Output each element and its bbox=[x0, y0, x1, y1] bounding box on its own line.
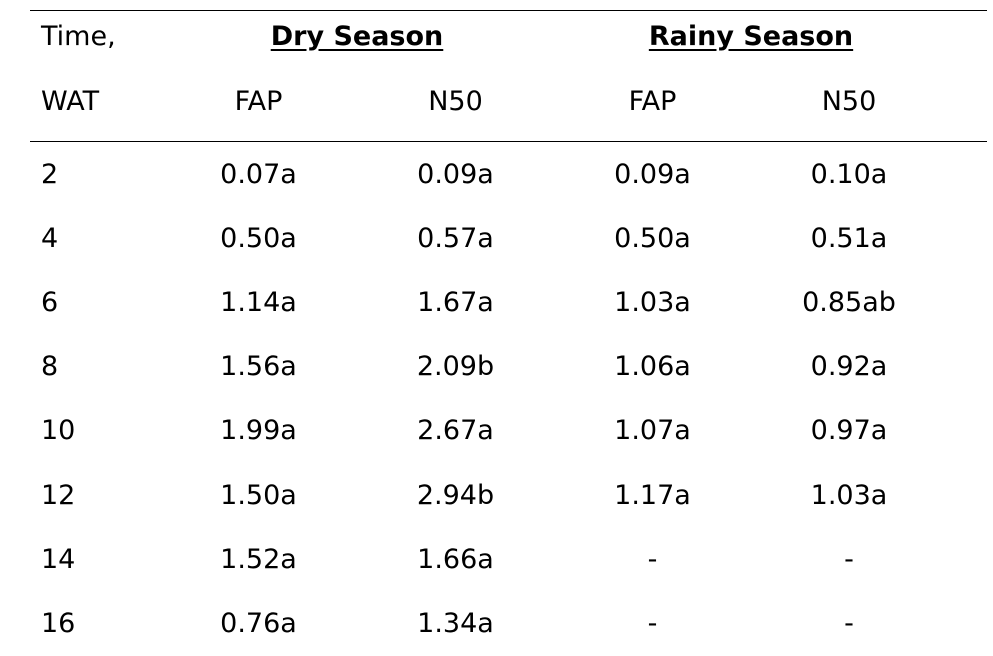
data-table: Time, Dry Season Rainy Season WAT FAP N5… bbox=[30, 10, 987, 656]
value-cell: 1.52a bbox=[220, 543, 297, 575]
value-cell: 1.03a bbox=[810, 479, 888, 511]
header-row-seasons: Time, Dry Season Rainy Season bbox=[30, 11, 987, 61]
value-cell: 2.67a bbox=[417, 415, 494, 447]
value-cell: 1.50a bbox=[220, 479, 297, 511]
top-rule bbox=[30, 10, 987, 11]
table-row: 6 1.14a 1.67a 1.03a 0.85ab bbox=[30, 270, 987, 334]
column-header-dry-n50: N50 bbox=[428, 85, 483, 117]
column-header-dry-fap: FAP bbox=[234, 85, 283, 117]
value-cell: - bbox=[844, 607, 854, 639]
time-cell: 14 bbox=[41, 543, 76, 575]
value-cell: 0.07a bbox=[220, 158, 297, 190]
table-body: 2 0.07a 0.09a 0.09a 0.10a 4 0.50a 0.57a 0.50a 0.5… bbox=[30, 142, 987, 656]
value-cell: - bbox=[844, 543, 854, 575]
value-cell: 0.09a bbox=[417, 158, 494, 190]
time-cell: 10 bbox=[41, 415, 76, 447]
time-header-line2: WAT bbox=[41, 85, 100, 117]
value-cell: 1.07a bbox=[614, 415, 691, 447]
value-cell: 0.09a bbox=[614, 158, 691, 190]
value-cell: 1.03a bbox=[614, 286, 691, 318]
table-row: 10 1.99a 2.67a 1.07a 0.97a bbox=[30, 399, 987, 463]
time-cell: 2 bbox=[41, 158, 59, 190]
value-cell: 1.34a bbox=[417, 607, 494, 639]
column-header-rainy-fap: FAP bbox=[628, 85, 677, 117]
value-cell: 0.51a bbox=[810, 222, 888, 254]
time-cell: 6 bbox=[41, 286, 59, 318]
value-cell: 0.57a bbox=[417, 222, 494, 254]
value-cell: 1.06a bbox=[614, 351, 691, 383]
value-cell: 0.97a bbox=[810, 415, 888, 447]
value-cell: 1.67a bbox=[417, 286, 494, 318]
value-cell: 2.09b bbox=[416, 351, 495, 383]
column-header-rainy-n50: N50 bbox=[821, 85, 877, 117]
table-row: 14 1.52a 1.66a - - bbox=[30, 527, 987, 591]
time-cell: 16 bbox=[41, 607, 76, 639]
header-row-columns: WAT FAP N50 FAP N50 bbox=[30, 61, 987, 141]
value-cell: - bbox=[647, 543, 658, 575]
table-row: 16 0.76a 1.34a - - bbox=[30, 591, 987, 655]
value-cell: 0.76a bbox=[220, 607, 297, 639]
value-cell: 0.50a bbox=[220, 222, 297, 254]
time-cell: 12 bbox=[41, 479, 76, 511]
table-row: 2 0.07a 0.09a 0.09a 0.10a bbox=[30, 142, 987, 206]
value-cell: 2.94b bbox=[416, 479, 495, 511]
table-row: 12 1.50a 2.94b 1.17a 1.03a bbox=[30, 463, 987, 527]
rainy-season-header: Rainy Season bbox=[648, 20, 854, 52]
value-cell: 1.56a bbox=[220, 351, 297, 383]
value-cell: 0.85ab bbox=[802, 286, 896, 318]
dry-season-header: Dry Season bbox=[270, 20, 444, 52]
value-cell: 0.10a bbox=[810, 158, 888, 190]
time-cell: 4 bbox=[41, 222, 59, 254]
time-header-line1: Time, bbox=[41, 20, 116, 52]
table-row: 8 1.56a 2.09b 1.06a 0.92a bbox=[30, 335, 987, 399]
value-cell: 1.14a bbox=[220, 286, 297, 318]
value-cell: 0.92a bbox=[810, 351, 888, 383]
table-row: 4 0.50a 0.57a 0.50a 0.51a bbox=[30, 206, 987, 270]
time-cell: 8 bbox=[41, 351, 59, 383]
value-cell: 1.66a bbox=[417, 543, 494, 575]
value-cell: 0.50a bbox=[614, 222, 691, 254]
value-cell: 1.17a bbox=[614, 479, 691, 511]
value-cell: - bbox=[647, 607, 658, 639]
value-cell: 1.99a bbox=[220, 415, 297, 447]
header-rule bbox=[30, 141, 987, 142]
